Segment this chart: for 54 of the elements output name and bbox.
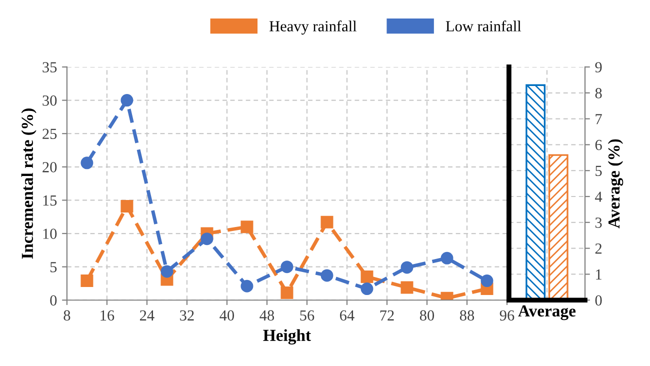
point <box>280 260 294 274</box>
point <box>240 280 254 292</box>
legend-label: Heavy rainfall <box>269 20 357 35</box>
point <box>80 156 94 170</box>
x-axis-title: Height <box>263 329 311 344</box>
point <box>240 220 254 234</box>
y-tick-label: 3 <box>595 218 602 228</box>
y-tick-label: 35 <box>42 62 57 72</box>
y-tick-label: 15 <box>43 195 57 206</box>
x-tick-label: 80 <box>420 310 434 321</box>
y-tick-label: 0 <box>50 295 57 306</box>
x-tick-label: 48 <box>260 310 274 321</box>
point <box>160 265 174 278</box>
y-axis-title: Average (%) <box>608 139 624 228</box>
point <box>120 94 134 107</box>
x-tick-label: 56 <box>300 310 314 321</box>
y-tick-label: 5 <box>50 262 57 272</box>
point <box>400 281 414 294</box>
point <box>360 270 374 284</box>
point <box>80 274 94 288</box>
point <box>480 274 494 288</box>
y-tick-label: 30 <box>42 95 57 106</box>
point <box>400 261 414 274</box>
x-tick-label: 88 <box>460 310 474 321</box>
y-tick-label: 1 <box>596 269 602 280</box>
y-tick-label: 8 <box>595 88 602 98</box>
point <box>120 200 134 212</box>
point <box>320 269 334 282</box>
point <box>280 286 294 300</box>
x-tick-label: 32 <box>180 310 194 321</box>
y-tick-label: 0 <box>595 295 602 306</box>
y-tick-label: 20 <box>42 162 57 172</box>
x-tick-label: 64 <box>340 310 354 321</box>
point <box>360 282 374 296</box>
point <box>320 216 334 228</box>
y-tick-label: 25 <box>42 128 57 140</box>
x-tick-label: 96 <box>500 310 514 321</box>
x-tick-label: 40 <box>220 310 234 321</box>
point <box>440 252 454 264</box>
legend-label: Low rainfall <box>446 20 522 32</box>
x-tick-label: 16 <box>100 310 114 321</box>
y-tick-label: 10 <box>43 228 57 239</box>
y-tick-label: 4 <box>595 192 602 202</box>
x-tick-label: 24 <box>140 310 154 320</box>
y-tick-label: 2 <box>595 243 602 254</box>
y-axis-title: Incremental rate (%) <box>21 108 36 259</box>
x-tick-label: 72 <box>380 310 394 320</box>
x-tick-label: Average <box>518 305 576 320</box>
point <box>200 232 214 246</box>
x-tick-label: 8 <box>64 310 70 321</box>
y-tick-label: 5 <box>596 166 602 176</box>
y-tick-label: 6 <box>595 140 602 150</box>
y-tick-label: 9 <box>595 62 602 72</box>
y-tick-label: 7 <box>596 114 602 124</box>
